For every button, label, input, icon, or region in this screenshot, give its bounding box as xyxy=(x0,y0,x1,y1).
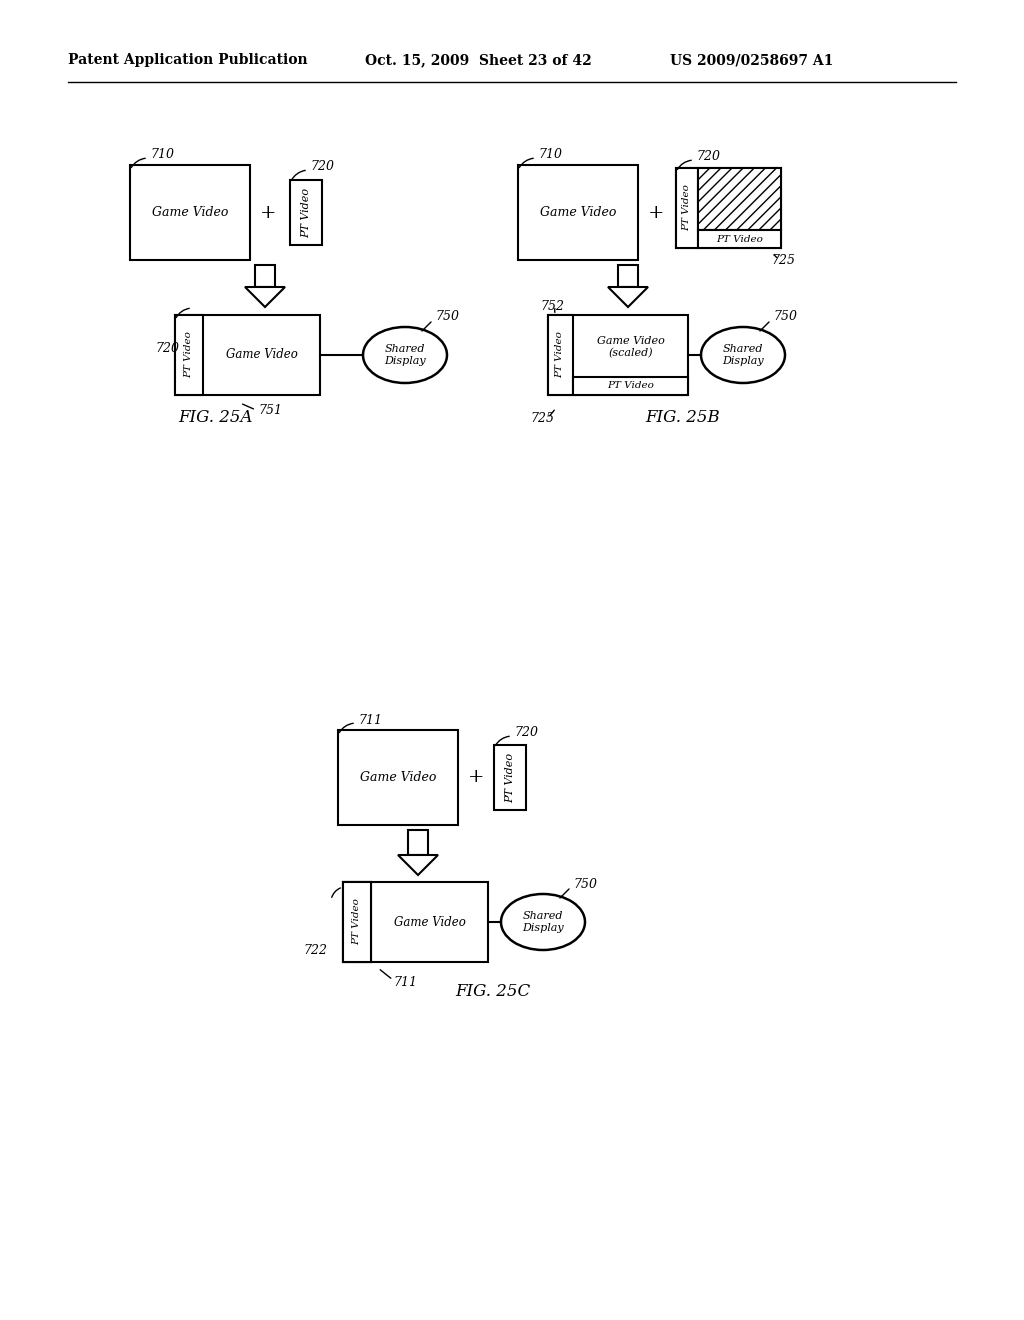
Bar xyxy=(175,315,319,395)
Text: US 2009/0258697 A1: US 2009/0258697 A1 xyxy=(670,53,834,67)
Text: Game Video: Game Video xyxy=(540,206,616,219)
Text: +: + xyxy=(468,768,484,787)
Text: +: + xyxy=(648,203,665,222)
Bar xyxy=(343,882,371,962)
Bar xyxy=(618,265,638,286)
Text: +: + xyxy=(260,203,276,222)
Text: 720: 720 xyxy=(696,150,720,164)
Text: FIG. 25A: FIG. 25A xyxy=(178,409,252,426)
Text: Game Video: Game Video xyxy=(393,916,466,928)
Bar xyxy=(548,315,573,395)
Text: Game Video: Game Video xyxy=(359,771,436,784)
Text: PT Video: PT Video xyxy=(716,235,763,243)
Bar xyxy=(343,882,488,962)
Text: PT Video: PT Video xyxy=(607,381,654,391)
Text: 720: 720 xyxy=(514,726,538,739)
Ellipse shape xyxy=(701,327,785,383)
Bar xyxy=(573,378,688,395)
Bar xyxy=(698,230,781,248)
Text: 751: 751 xyxy=(258,404,282,417)
Text: 725: 725 xyxy=(530,412,554,425)
Text: Oct. 15, 2009  Sheet 23 of 42: Oct. 15, 2009 Sheet 23 of 42 xyxy=(365,53,592,67)
Text: Game Video
(scaled): Game Video (scaled) xyxy=(597,337,665,358)
Text: PT Video: PT Video xyxy=(301,187,311,238)
Bar xyxy=(130,165,250,260)
Ellipse shape xyxy=(501,894,585,950)
Text: 752: 752 xyxy=(540,300,564,313)
Text: Patent Application Publication: Patent Application Publication xyxy=(68,53,307,67)
Text: PT Video: PT Video xyxy=(555,331,564,379)
Text: 750: 750 xyxy=(573,878,597,891)
Bar xyxy=(698,168,781,230)
Text: PT Video: PT Video xyxy=(352,899,361,945)
Bar xyxy=(548,315,688,395)
Text: 710: 710 xyxy=(538,149,562,161)
Bar xyxy=(676,168,698,248)
Text: FIG. 25C: FIG. 25C xyxy=(456,983,530,1001)
Text: PT Video: PT Video xyxy=(505,752,515,803)
Text: 711: 711 xyxy=(393,975,417,989)
Bar xyxy=(676,168,781,248)
Text: 750: 750 xyxy=(773,310,797,323)
Text: FIG. 25B: FIG. 25B xyxy=(645,409,720,426)
Text: PT Video: PT Video xyxy=(184,331,194,379)
Text: Shared
Display: Shared Display xyxy=(722,345,764,366)
Polygon shape xyxy=(608,286,648,308)
Text: 750: 750 xyxy=(435,310,459,323)
Bar xyxy=(175,315,203,395)
Text: 725: 725 xyxy=(771,253,795,267)
Bar xyxy=(338,730,458,825)
Polygon shape xyxy=(398,855,438,875)
Text: Shared
Display: Shared Display xyxy=(522,911,564,933)
Bar xyxy=(255,265,275,286)
Text: 720: 720 xyxy=(310,161,334,173)
Text: PT Video: PT Video xyxy=(683,185,691,231)
Text: Game Video: Game Video xyxy=(225,348,297,362)
Text: Game Video: Game Video xyxy=(152,206,228,219)
Text: 711: 711 xyxy=(358,714,382,726)
Bar xyxy=(494,744,526,810)
Polygon shape xyxy=(245,286,285,308)
Ellipse shape xyxy=(362,327,447,383)
Bar xyxy=(343,882,371,962)
Text: 720: 720 xyxy=(155,342,179,355)
Text: 722: 722 xyxy=(303,944,327,957)
Bar xyxy=(290,180,322,246)
Bar xyxy=(518,165,638,260)
Text: Shared
Display: Shared Display xyxy=(384,345,426,366)
Text: 710: 710 xyxy=(150,149,174,161)
Bar xyxy=(408,830,428,855)
